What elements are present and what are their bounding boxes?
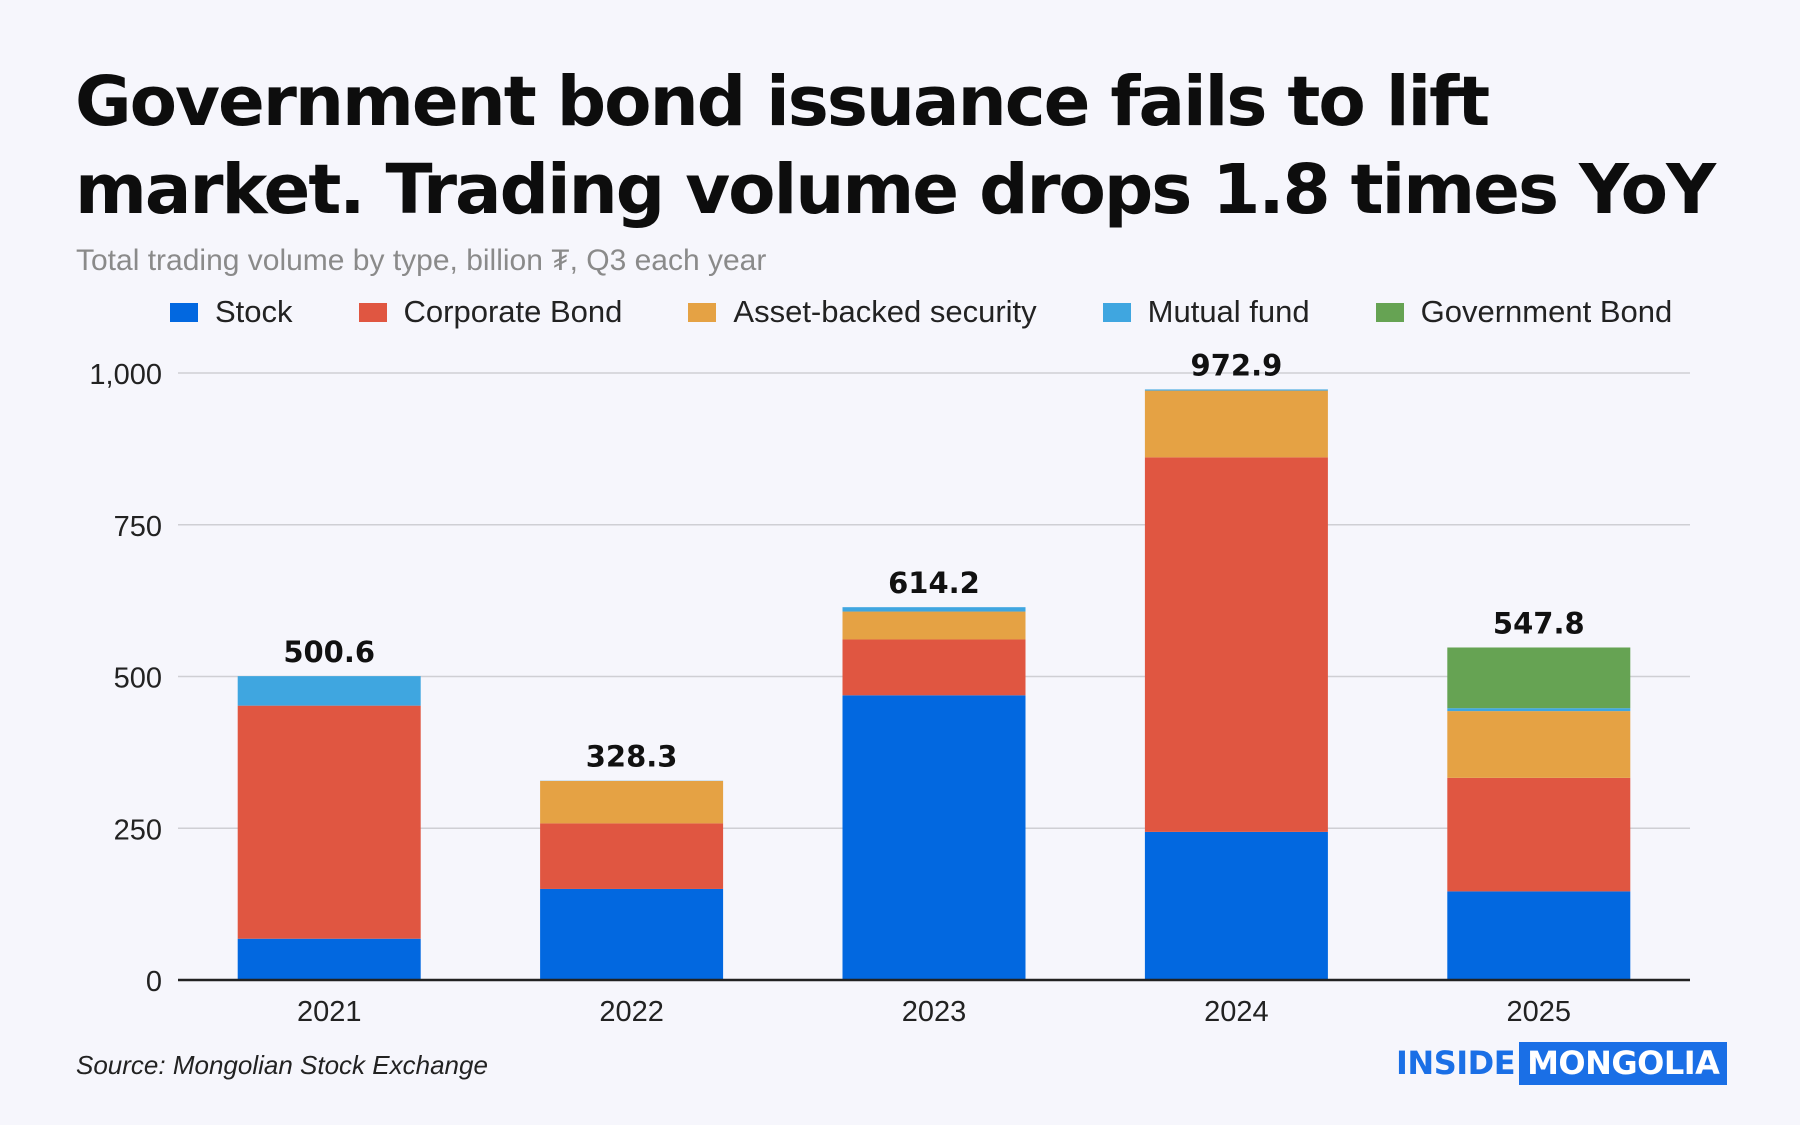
legend-label-government-bond: Government Bond <box>1420 294 1673 329</box>
chart-subtitle: Total trading volume by type, billion ₮,… <box>76 244 767 277</box>
bar-2022-corporate-bond <box>540 823 724 889</box>
bar-2025-mutual-fund <box>1447 708 1631 712</box>
y-tick-label-500: 500 <box>114 663 162 695</box>
bar-2025-corporate-bond <box>1447 777 1631 892</box>
bar-2025-asset-backed-security <box>1447 711 1631 778</box>
total-label-2024: 972.9 <box>1191 348 1283 382</box>
legend-swatch-mutual-fund <box>1102 302 1131 322</box>
bar-2025-government-bond <box>1447 647 1631 709</box>
inside-mongolia-logo: INSIDE MONGOLIA <box>1396 1042 1728 1085</box>
bar-2022-stock <box>540 888 724 980</box>
bar-2023-stock <box>842 695 1026 980</box>
legend-item-government-bond: Government Bond <box>1375 294 1673 330</box>
legend-item-corporate-bond: Corporate Bond <box>358 294 623 330</box>
chart-legend: Stock Corporate Bond Asset-backed securi… <box>170 294 1672 330</box>
legend-item-stock: Stock <box>170 294 293 330</box>
bar-2024-stock <box>1144 831 1328 980</box>
bar-2025-stock <box>1447 891 1631 980</box>
x-tick-label-2023: 2023 <box>902 996 967 1028</box>
y-tick-label-1000: 1,000 <box>89 359 162 391</box>
total-label-2021: 500.6 <box>283 635 375 669</box>
legend-swatch-stock <box>170 302 198 322</box>
legend-label-stock: Stock <box>215 294 293 329</box>
y-tick-label-250: 250 <box>114 814 162 846</box>
chart-title: Government bond issuance fails to lift m… <box>75 62 1716 230</box>
legend-swatch-asset-backed-security <box>688 302 717 322</box>
total-label-2022: 328.3 <box>586 740 678 774</box>
legend-item-asset-backed-security: Asset-backed security <box>688 294 1037 330</box>
bar-2024-asset-backed-security <box>1144 390 1328 458</box>
source-note: Source: Mongolian Stock Exchange <box>76 1050 488 1080</box>
bar-2021-mutual-fund <box>237 676 421 706</box>
y-tick-label-750: 750 <box>114 511 162 543</box>
legend-label-corporate-bond: Corporate Bond <box>403 294 623 329</box>
x-tick-label-2022: 2022 <box>599 996 664 1028</box>
bar-2024-mutual-fund <box>1144 389 1328 391</box>
bar-2023-corporate-bond <box>842 639 1026 696</box>
logo-inside-text: INSIDE <box>1396 1044 1516 1082</box>
legend-item-mutual-fund: Mutual fund <box>1102 294 1310 330</box>
x-tick-label-2024: 2024 <box>1204 996 1269 1028</box>
x-tick-label-2021: 2021 <box>297 996 362 1028</box>
legend-swatch-corporate-bond <box>358 302 387 322</box>
bar-2023-mutual-fund <box>842 607 1026 612</box>
bar-2022-asset-backed-security <box>540 780 724 824</box>
total-label-2025: 547.8 <box>1493 606 1585 640</box>
legend-label-mutual-fund: Mutual fund <box>1147 294 1310 329</box>
bar-2021-corporate-bond <box>237 705 421 939</box>
total-label-2023: 614.2 <box>888 566 980 600</box>
bar-2021-stock <box>237 938 421 980</box>
bar-2023-asset-backed-security <box>842 611 1026 640</box>
logo-mongolia-text: MONGOLIA <box>1519 1042 1728 1085</box>
y-tick-label-0: 0 <box>146 966 162 998</box>
x-tick-label-2025: 2025 <box>1507 996 1572 1028</box>
legend-label-asset-backed-security: Asset-backed security <box>733 294 1037 329</box>
legend-swatch-government-bond <box>1375 302 1404 322</box>
bar-2024-corporate-bond <box>1144 457 1328 832</box>
